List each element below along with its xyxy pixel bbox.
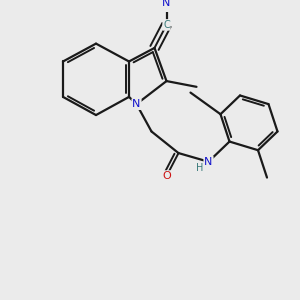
Text: C: C [163,20,170,30]
Text: N: N [204,157,213,167]
Text: N: N [132,99,141,109]
Text: N: N [162,0,171,8]
Text: H: H [196,163,203,173]
Text: O: O [162,171,171,181]
